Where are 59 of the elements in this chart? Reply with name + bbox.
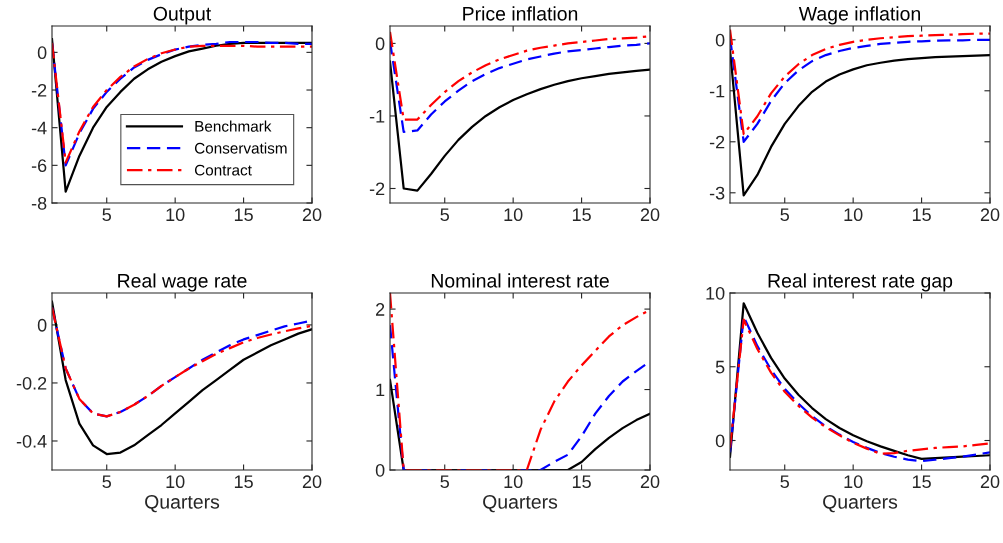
x-tick-label: 5 <box>440 475 449 489</box>
y-tick-label: 10 <box>706 286 725 300</box>
y-tick-label: -6 <box>31 159 47 173</box>
x-tick-label: 5 <box>780 208 789 222</box>
x-tick-label: 10 <box>504 208 523 222</box>
x-tick-label: 10 <box>166 475 185 489</box>
x-tick-label: 5 <box>102 475 111 489</box>
y-tick-label: 0 <box>37 46 47 60</box>
x-tick-label: 15 <box>572 208 591 222</box>
x-tick-label: 15 <box>912 475 931 489</box>
chart-title: Real interest rate gap <box>768 273 953 292</box>
x-tick-label: 10 <box>844 208 863 222</box>
y-tick-label: -0.2 <box>16 376 47 390</box>
x-axis-title: Quarters <box>145 494 220 513</box>
y-tick-label: 0 <box>375 37 385 51</box>
legend-label: Benchmark <box>195 120 272 132</box>
y-tick-label: 0 <box>375 463 385 477</box>
line-series <box>390 40 650 134</box>
y-tick-label: 1 <box>376 383 385 397</box>
x-tick-label: 15 <box>572 475 591 489</box>
x-tick-label: 10 <box>844 475 863 489</box>
y-tick-label: -0.4 <box>16 434 47 448</box>
y-tick-label: 2 <box>376 303 385 316</box>
y-tick-label: -4 <box>31 121 47 135</box>
x-tick-label: 5 <box>440 208 449 222</box>
y-tick-label: 0 <box>715 33 725 47</box>
y-tick-label: -8 <box>31 196 47 210</box>
line-series <box>52 306 312 418</box>
y-tick-label: -1 <box>709 84 725 98</box>
y-tick-label: -1 <box>369 110 385 123</box>
x-tick-label: 15 <box>234 475 253 489</box>
x-axis-title: Quarters <box>823 494 898 513</box>
chart-title: Price inflation <box>463 6 578 21</box>
y-tick-label: 0 <box>37 318 47 332</box>
x-tick-label: 5 <box>780 475 789 489</box>
x-tick-label: 20 <box>980 475 1000 489</box>
y-tick-label: 5 <box>715 360 725 374</box>
x-tick-label: 10 <box>166 208 185 222</box>
x-tick-label: 15 <box>912 208 931 222</box>
x-tick-label: 15 <box>234 208 253 222</box>
x-tick-label: 10 <box>504 475 523 489</box>
x-tick-label: 5 <box>102 208 111 222</box>
chart-title: Real wage rate <box>118 273 247 292</box>
y-tick-label: -2 <box>369 182 385 196</box>
legend-label: Conservatism <box>194 142 287 154</box>
y-tick-label: -3 <box>709 186 725 200</box>
x-axis-title: Quarters <box>483 494 558 513</box>
y-tick-label: 0 <box>715 434 725 448</box>
y-tick-label: -2 <box>709 135 725 149</box>
y-tick-label: -2 <box>31 83 47 97</box>
x-tick-label: 20 <box>980 208 1000 222</box>
chart-title: Wage inflation <box>798 6 920 25</box>
chart-title: Output <box>153 6 212 25</box>
legend-label: Contract <box>194 164 252 176</box>
x-tick-label: 20 <box>302 208 322 222</box>
x-tick-label: 20 <box>302 475 322 489</box>
x-tick-label: 20 <box>640 475 660 489</box>
x-tick-label: 20 <box>640 208 660 222</box>
chart-title: Nominal interest rate <box>431 273 609 288</box>
